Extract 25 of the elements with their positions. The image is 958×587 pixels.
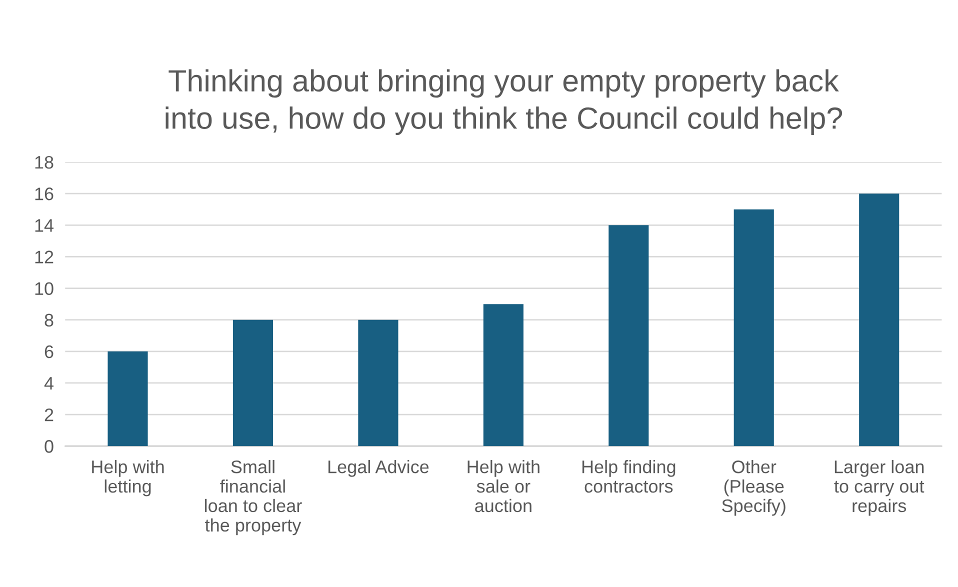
bar bbox=[232, 320, 274, 446]
y-tick-label: 16 bbox=[35, 188, 54, 200]
y-tick-label: 4 bbox=[44, 377, 54, 390]
bar bbox=[483, 304, 524, 446]
x-tick-label: Help finding contractors bbox=[582, 460, 676, 493]
y-tick-label: 0 bbox=[44, 440, 54, 453]
y-tick-label: 14 bbox=[35, 219, 54, 232]
y-tick-label: 6 bbox=[44, 345, 54, 358]
y-tick-label: 2 bbox=[44, 408, 54, 422]
x-tick-label: Other (Please Specify) bbox=[722, 460, 786, 516]
x-tick-label: Help with sale or auction bbox=[468, 460, 540, 512]
bar bbox=[608, 225, 649, 446]
chart-title: Thinking about bringing your empty property back into use, how do you think the Council could help? bbox=[166, 69, 842, 136]
bar bbox=[859, 194, 900, 446]
x-tick-label: Small financial loan to clear the property bbox=[205, 460, 302, 536]
y-tick-label: 18 bbox=[35, 156, 54, 169]
x-tick-label: Legal Advice bbox=[328, 460, 429, 477]
bar bbox=[358, 320, 398, 446]
x-tick-label: Help with letting bbox=[92, 460, 164, 496]
y-tick-label: 12 bbox=[35, 250, 54, 264]
y-tick-label: 8 bbox=[44, 314, 54, 327]
bar bbox=[734, 209, 774, 446]
y-tick-label: 10 bbox=[35, 282, 54, 295]
x-tick-label: Larger loan to carry out repairs bbox=[834, 460, 924, 516]
bar bbox=[108, 351, 148, 446]
